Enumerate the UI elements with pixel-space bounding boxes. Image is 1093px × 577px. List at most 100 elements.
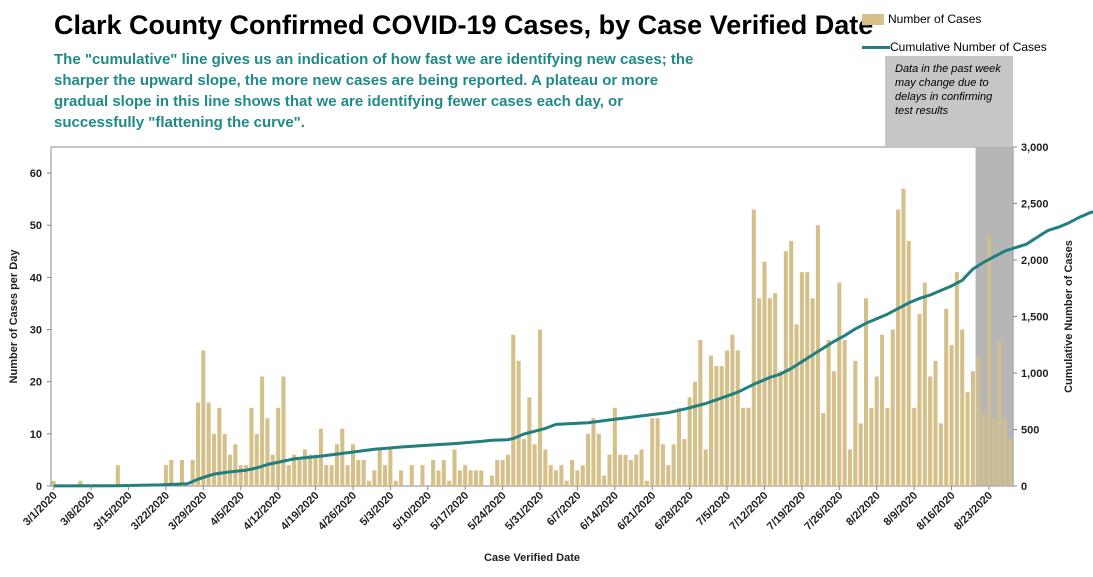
bar (981, 412, 986, 486)
bar (1008, 439, 1013, 486)
bar (719, 366, 724, 486)
bar (543, 449, 548, 486)
legend-label-line: Cumulative Number of Cases (890, 40, 1047, 54)
x-tick-label: 3/15/2020 (92, 490, 135, 533)
bar (366, 480, 372, 486)
x-tick-label: 7/5/2020 (694, 490, 733, 529)
bar (431, 459, 436, 486)
bar (222, 433, 227, 486)
bar (564, 480, 569, 486)
bar (228, 454, 233, 486)
x-tick-label: 6/21/2020 (615, 490, 658, 533)
bar (495, 459, 500, 486)
bar (949, 345, 954, 486)
y-tick-label: 30 (30, 325, 42, 337)
legend-swatch-bar (862, 13, 884, 25)
bar (858, 423, 863, 486)
bar (372, 470, 377, 486)
bar (591, 418, 596, 486)
legend: Number of Cases Cumulative Number of Cas… (862, 9, 1047, 65)
bar (896, 209, 901, 487)
bar (773, 293, 778, 486)
bar (350, 444, 355, 486)
bar (751, 209, 756, 487)
x-tick-label: 5/10/2020 (391, 490, 434, 533)
bar (650, 418, 655, 486)
y-tick-label: 60 (30, 168, 42, 180)
bar (548, 465, 553, 486)
bar (660, 444, 665, 486)
bar (511, 334, 516, 486)
x-tick-label: 6/14/2020 (578, 490, 621, 533)
bar (382, 465, 388, 486)
bar (586, 433, 591, 486)
bar (618, 454, 623, 486)
bar (388, 449, 393, 486)
x-tick-label: 6/7/2020 (545, 490, 584, 529)
chart-title: Clark County Confirmed COVID-19 Cases, b… (54, 10, 874, 40)
bar (473, 470, 478, 486)
bar (399, 470, 404, 486)
x-tick-label: 8/9/2020 (881, 490, 920, 529)
bar (602, 475, 607, 486)
y2-tick-label: 0 (1021, 481, 1027, 493)
bar (559, 465, 564, 486)
bar (1002, 418, 1008, 486)
bar (709, 355, 714, 486)
bar (270, 454, 275, 486)
bar (922, 282, 927, 486)
bar (671, 444, 676, 486)
x-tick-label: 3/22/2020 (129, 490, 172, 533)
bar (436, 470, 441, 486)
x-tick-label: 8/23/2020 (952, 490, 995, 533)
x-tick-label: 4/19/2020 (279, 490, 322, 533)
bar (115, 465, 120, 486)
bar (78, 480, 83, 486)
bar (607, 454, 612, 486)
bar (634, 454, 639, 486)
bar (211, 433, 217, 486)
bar (302, 449, 307, 486)
bar (810, 298, 815, 486)
bar (505, 454, 510, 486)
bar (938, 423, 943, 486)
bar (757, 298, 762, 486)
bar (676, 407, 682, 486)
y-tick-label: 10 (30, 429, 42, 441)
bar (741, 407, 746, 486)
bar (687, 397, 692, 486)
bar (516, 360, 521, 486)
bar (725, 350, 730, 486)
bar (714, 366, 719, 486)
bar (292, 454, 297, 486)
bar (928, 376, 933, 486)
bar (901, 188, 906, 486)
bar (463, 465, 468, 486)
bar (452, 449, 457, 486)
y2-tick-label: 2,000 (1021, 255, 1049, 267)
x-tick-label: 8/2/2020 (844, 490, 883, 529)
x-tick-label: 4/5/2020 (208, 490, 247, 529)
y-tick-label: 20 (30, 377, 42, 389)
bar (190, 459, 195, 486)
recent-data-note: Data in the past week may change due to … (885, 56, 1013, 146)
bar (570, 459, 575, 486)
bar (441, 459, 446, 486)
bar (286, 465, 291, 486)
bar (489, 475, 494, 486)
bar (874, 376, 879, 486)
x-tick-label: 4/26/2020 (316, 490, 359, 533)
bar (976, 355, 981, 486)
x-axis-title: Case Verified Date (484, 552, 580, 564)
y2-tick-label: 500 (1021, 425, 1039, 437)
bar (281, 376, 286, 486)
bar (639, 449, 644, 486)
bar (217, 407, 222, 486)
bar (997, 339, 1002, 486)
bar (179, 459, 184, 486)
bar (794, 324, 799, 486)
bar (944, 308, 949, 486)
bar (799, 272, 804, 486)
bar (361, 459, 366, 486)
